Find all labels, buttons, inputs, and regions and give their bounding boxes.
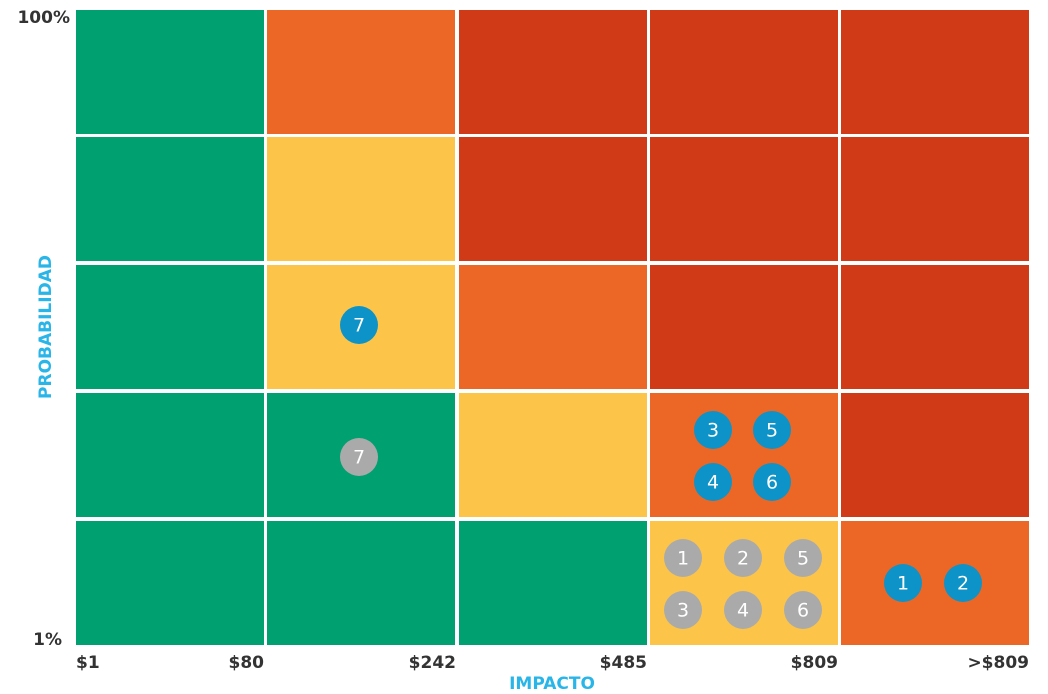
marker-label: 1 — [677, 548, 689, 570]
cell — [76, 10, 264, 134]
y-bottom-label: 1% — [33, 630, 62, 650]
marker-label: 4 — [737, 600, 749, 622]
x-label: $80 — [229, 653, 265, 673]
cell — [459, 393, 647, 517]
marker — [884, 564, 922, 602]
marker — [753, 411, 791, 449]
cell — [267, 521, 455, 645]
marker — [724, 539, 762, 577]
marker — [340, 306, 378, 344]
cell — [267, 137, 455, 261]
x-label: $809 — [791, 653, 838, 673]
marker — [664, 591, 702, 629]
marker — [664, 539, 702, 577]
marker-label: 6 — [766, 472, 778, 494]
marker — [694, 411, 732, 449]
x-label: $1 — [76, 653, 100, 673]
marker-label: 3 — [677, 600, 689, 622]
marker-label: 7 — [353, 315, 365, 337]
cell — [841, 521, 1029, 645]
cell — [459, 10, 647, 134]
marker — [753, 463, 791, 501]
marker — [694, 463, 732, 501]
y-top-label: 100% — [17, 8, 70, 28]
cell — [841, 265, 1029, 389]
marker — [784, 539, 822, 577]
marker — [724, 591, 762, 629]
marker-label: 4 — [707, 472, 719, 494]
marker-label: 7 — [353, 447, 365, 469]
cell — [459, 265, 647, 389]
cell — [76, 265, 264, 389]
cell — [650, 265, 838, 389]
cell — [267, 10, 455, 134]
marker-label: 2 — [737, 548, 749, 570]
y-axis-title: PROBABILIDAD — [36, 255, 56, 399]
marker — [784, 591, 822, 629]
cell — [76, 521, 264, 645]
marker — [944, 564, 982, 602]
marker-label: 5 — [766, 420, 778, 442]
x-label: >$809 — [967, 653, 1029, 673]
marker-label: 5 — [797, 548, 809, 570]
cell — [841, 137, 1029, 261]
cell — [459, 521, 647, 645]
cell — [76, 393, 264, 517]
cell — [650, 10, 838, 134]
marker — [340, 438, 378, 476]
x-label: $485 — [600, 653, 647, 673]
cells — [76, 10, 1029, 645]
marker-label: 2 — [957, 573, 969, 595]
cell — [841, 393, 1029, 517]
marker-label: 1 — [897, 573, 909, 595]
cell — [841, 10, 1029, 134]
cell — [76, 137, 264, 261]
x-label: $242 — [409, 653, 456, 673]
cell — [459, 137, 647, 261]
x-axis-title: IMPACTO — [509, 674, 595, 694]
marker-label: 3 — [707, 420, 719, 442]
markers: 7 7 3 5 4 6 1 2 5 3 4 6 1 2 — [340, 306, 982, 629]
marker-label: 6 — [797, 600, 809, 622]
cell — [650, 393, 838, 517]
cell — [650, 137, 838, 261]
